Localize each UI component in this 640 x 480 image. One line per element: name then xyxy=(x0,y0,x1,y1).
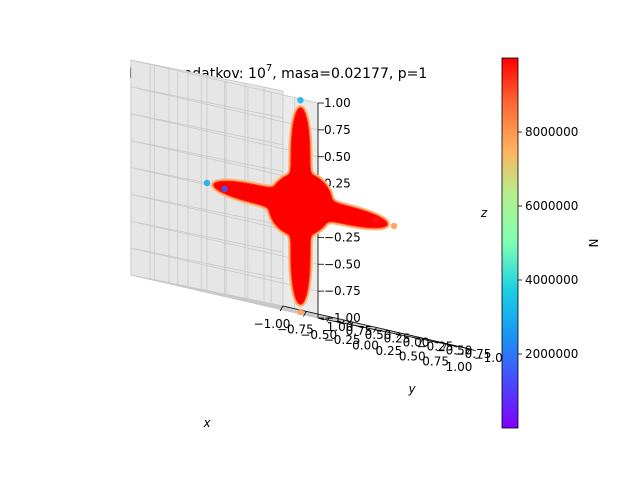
y-tick-label: −0.25 xyxy=(417,339,454,353)
data-point xyxy=(373,216,380,224)
y-tick-label: 1.00 xyxy=(327,320,354,334)
colorbar-tick-label: 6000000 xyxy=(525,199,578,213)
z-tick-label: 1.00 xyxy=(324,96,351,110)
y-axis-label: y xyxy=(407,382,416,396)
x-tick-label: 0.00 xyxy=(352,339,379,353)
z-tick-label: −0.75 xyxy=(324,284,361,298)
y-tick xyxy=(412,336,420,340)
z-axis-label: z xyxy=(480,206,488,220)
x-tick-label: −1.00 xyxy=(254,317,291,331)
gridline-z xyxy=(130,220,319,265)
x-tick-label: 0.75 xyxy=(422,355,449,369)
chart-title-exponent: 7 xyxy=(266,63,272,74)
y-tick-label: 0.25 xyxy=(384,332,411,346)
x-axis-label: x xyxy=(202,416,211,430)
y-tick-label: −0.75 xyxy=(455,347,492,361)
colorbar-tick-label: 2000000 xyxy=(525,347,578,361)
x-tick xyxy=(349,321,354,328)
x-tick xyxy=(443,343,447,349)
colorbar-gradient xyxy=(501,57,519,429)
z-tick-label: 0.50 xyxy=(324,150,351,164)
z-tick-label: −0.50 xyxy=(324,257,361,271)
star-body xyxy=(213,106,388,306)
y-tick-label: 0.00 xyxy=(403,336,430,350)
data-point xyxy=(221,185,228,193)
gridline-z xyxy=(130,140,319,185)
colorbar: 2000000 4000000 6000000 8000000 N xyxy=(501,57,601,429)
scatter-points xyxy=(203,97,398,316)
gridline-z xyxy=(130,274,319,319)
y-tick xyxy=(355,325,363,329)
y-tick xyxy=(450,344,458,348)
y-tick xyxy=(469,348,477,352)
x-tick-label: 1.00 xyxy=(446,360,473,374)
x-tick xyxy=(466,348,471,355)
x-tick-label: 0.25 xyxy=(376,344,403,358)
x-tick-label: −0.25 xyxy=(324,333,361,347)
y-tick xyxy=(374,329,382,333)
z-tick-label: −0.25 xyxy=(324,230,361,244)
chart-title-suffix: , masa=0.02177, p=1 xyxy=(272,66,427,82)
gridline-z xyxy=(130,86,319,131)
y-tick xyxy=(393,333,401,336)
x-tick xyxy=(279,305,284,312)
z-tick-label: −1.00 xyxy=(324,311,361,325)
y-tick xyxy=(336,321,344,325)
colorbar-label: N xyxy=(587,239,601,248)
x-tick xyxy=(303,311,307,317)
x-tick xyxy=(419,338,424,344)
x-tick-label: −0.75 xyxy=(277,322,314,336)
gridline-z xyxy=(130,113,319,158)
y-tick-label: 0.50 xyxy=(365,328,392,342)
y-tick-label: −0.50 xyxy=(436,343,473,357)
data-point xyxy=(297,97,304,104)
data-point xyxy=(297,308,304,316)
x-tick-label: −0.50 xyxy=(300,328,337,342)
z-tick-label: 0.25 xyxy=(324,177,351,191)
axes-3d: −1.00−0.75−0.50−0.250.000.250.500.751.00… xyxy=(130,59,511,430)
x-tick xyxy=(326,316,331,322)
colorbar-tick-label: 4000000 xyxy=(525,273,578,287)
y-tick xyxy=(431,340,439,344)
colorbar-ticks: 2000000 4000000 6000000 8000000 xyxy=(518,125,578,361)
data-point xyxy=(390,222,398,230)
y-tick-label: −1.00 xyxy=(474,351,511,365)
y-tick-label: 0.75 xyxy=(346,324,373,338)
gridline-z xyxy=(130,247,319,292)
data-point xyxy=(203,179,211,187)
x-tick-label: 0.50 xyxy=(399,349,426,363)
gridline-z xyxy=(130,193,319,238)
colorbar-tick-label: 8000000 xyxy=(525,125,578,139)
z-tick-label: 0.75 xyxy=(324,123,351,137)
gridline-z xyxy=(130,59,319,104)
